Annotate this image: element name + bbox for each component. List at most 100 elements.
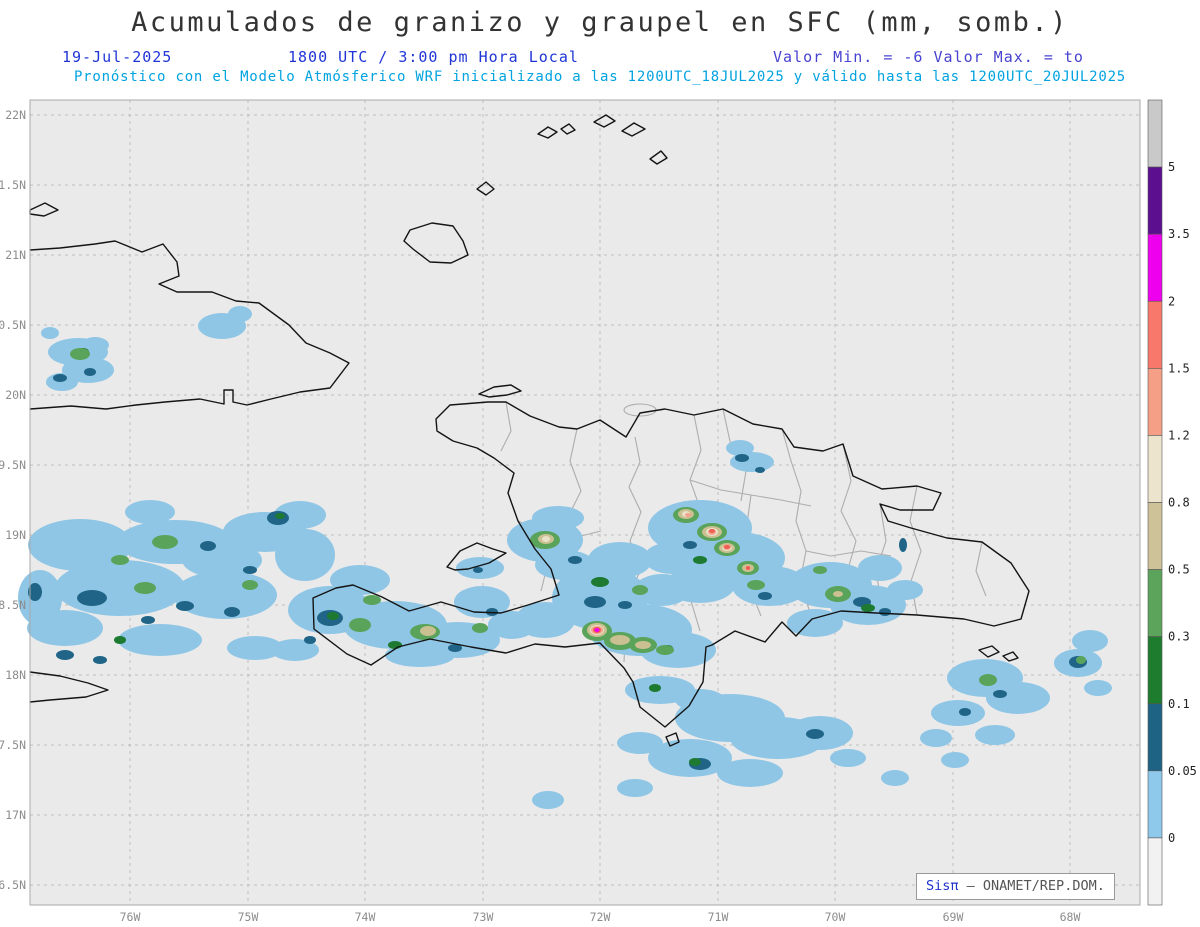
hail-cell xyxy=(327,612,339,620)
colorbar-segment xyxy=(1147,502,1163,570)
colorbar-segment xyxy=(1147,703,1163,772)
island-caicos-3 xyxy=(593,114,616,128)
hail-cell xyxy=(473,567,483,573)
hail-cell xyxy=(813,566,827,574)
hail-cell xyxy=(941,752,969,768)
y-axis-tick-label: 19N xyxy=(5,528,26,542)
hail-cell xyxy=(349,618,371,632)
hail-cell xyxy=(242,580,258,590)
hail-cell xyxy=(176,601,194,611)
colorbar-segment xyxy=(1147,569,1163,637)
x-axis-tick-label: 69W xyxy=(943,910,964,924)
hail-cell xyxy=(472,623,488,633)
hail-cell xyxy=(584,596,606,608)
hail-cell xyxy=(689,758,701,766)
hail-cell xyxy=(125,500,175,524)
hail-cell xyxy=(617,732,663,754)
island-caicos-1 xyxy=(537,126,558,139)
colorbar-tick-label: 0.3 xyxy=(1168,630,1190,644)
colorbar-segment xyxy=(1147,435,1163,503)
hail-cell xyxy=(385,643,455,667)
hail-cell xyxy=(84,368,96,376)
hail-cell xyxy=(959,708,971,716)
hail-cell xyxy=(56,650,74,660)
hail-cell xyxy=(644,542,700,574)
hail-cell xyxy=(830,749,866,767)
hail-cell xyxy=(899,538,907,552)
y-axis-tick-label: 9.5N xyxy=(0,458,26,472)
hail-cell xyxy=(568,556,582,564)
credit-box: Sisπ – ONAMET/REP.DOM. xyxy=(916,873,1115,900)
hail-cell xyxy=(975,725,1015,745)
hail-cell xyxy=(227,636,283,660)
credit-text: – ONAMET/REP.DOM. xyxy=(966,878,1105,894)
hail-cell xyxy=(683,541,697,549)
hail-cell xyxy=(649,684,661,692)
x-axis-tick-label: 68W xyxy=(1060,910,1081,924)
x-axis-tick-label: 74W xyxy=(355,910,376,924)
hail-cell xyxy=(610,635,630,645)
colorbar-tick-label: 0 xyxy=(1168,831,1175,845)
colorbar-tick-label: 1.2 xyxy=(1168,428,1190,442)
colorbar-tick-label: 0.1 xyxy=(1168,697,1190,711)
hail-cell xyxy=(200,541,216,551)
hail-cell xyxy=(53,374,67,382)
hail-cell xyxy=(275,529,335,581)
y-axis-tick-label: 21N xyxy=(5,248,26,262)
hail-cell xyxy=(448,644,462,652)
hail-cell xyxy=(118,624,202,656)
hail-cell xyxy=(931,700,985,726)
island-great-inagua xyxy=(403,222,469,264)
colorbar-tick-label: 1.5 xyxy=(1168,361,1190,375)
hail-cell xyxy=(635,641,651,649)
coastline-hispaniola xyxy=(312,401,1030,728)
hail-cell xyxy=(979,674,997,686)
hail-cell xyxy=(755,467,765,473)
hail-cell xyxy=(588,542,652,578)
hail-cell xyxy=(617,779,653,797)
x-axis-tick-label: 75W xyxy=(238,910,259,924)
hail-cell xyxy=(224,607,240,617)
hail-cell xyxy=(717,759,783,787)
hail-cell xyxy=(735,454,749,462)
colorbar-tick-label: 0.8 xyxy=(1168,496,1190,510)
hail-cell xyxy=(591,577,609,587)
x-axis-tick-label: 72W xyxy=(590,910,611,924)
hail-cell xyxy=(532,791,564,809)
hail-cell xyxy=(1072,630,1108,652)
hail-cell xyxy=(675,689,725,711)
axis-labels: 76W 75W 74W 73W 72W 71W 70W 69W 68W 22N 1.5N 21N 0.5… xyxy=(0,108,1080,924)
hail-cell xyxy=(77,590,107,606)
hail-cell xyxy=(833,591,843,597)
hail-cell xyxy=(93,656,107,664)
hail-cell xyxy=(1076,656,1086,664)
hail-cell xyxy=(28,583,42,601)
x-axis-tick-label: 70W xyxy=(825,910,846,924)
y-axis-tick-label: 0.5N xyxy=(0,318,26,332)
hail-cell xyxy=(55,560,185,616)
island-caicos-2 xyxy=(560,123,576,135)
colorbar-segment xyxy=(1147,636,1163,705)
colorbar-tick-label: 0.05 xyxy=(1168,764,1197,778)
colorbar: 5 3.5 2 1.5 1.2 0.8 0.5 0.3 0.1 0.05 0 xyxy=(1147,99,1197,906)
hail-cell xyxy=(111,555,129,565)
colorbar-segment xyxy=(1147,300,1163,369)
hail-cell xyxy=(640,632,716,668)
hail-cell xyxy=(70,348,90,360)
hail-cell xyxy=(724,545,730,549)
hail-cell xyxy=(732,566,808,606)
hail-cell xyxy=(542,536,550,542)
hail-cell xyxy=(330,565,390,595)
plot-frame xyxy=(29,99,1141,906)
border-line xyxy=(689,414,702,512)
hail-cell xyxy=(134,582,156,594)
hail-cell xyxy=(881,770,909,786)
hail-cell xyxy=(271,639,319,661)
hail-cell xyxy=(41,327,59,339)
hail-cell xyxy=(879,608,891,616)
hail-cell xyxy=(920,729,952,747)
colorbar-tick-label: 5 xyxy=(1168,160,1175,174)
hail-cells-layer xyxy=(18,306,1112,809)
colorbar-tick-label: 2 xyxy=(1168,294,1175,308)
border-line xyxy=(500,401,512,452)
